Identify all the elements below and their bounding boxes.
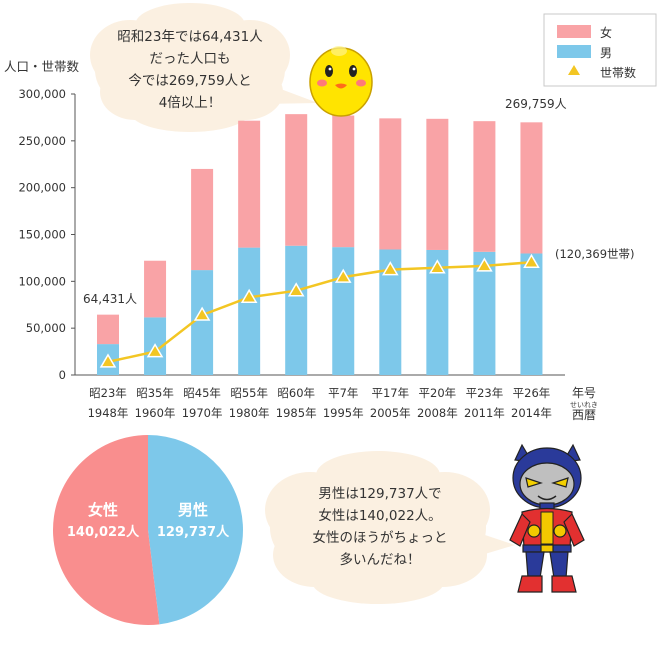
annotation-first-total: 64,431人: [83, 292, 137, 306]
bar-male: [332, 247, 355, 375]
x-tick-label-year: 1948年: [88, 406, 129, 420]
x-tick-label-era: 平17年: [371, 386, 409, 400]
annotation-last-total: 269,759人: [505, 97, 567, 111]
pie-label-male-value: 129,737人: [157, 524, 230, 540]
y-tick-label: 100,000: [18, 274, 66, 288]
bar-female: [285, 114, 308, 246]
bubble-bottom-line: 多いんだね！: [339, 552, 421, 568]
y-tick-label: 50,000: [26, 321, 66, 335]
y-axis-title: 人口・世帯数: [4, 59, 80, 74]
speech-bubble-top: [90, 3, 318, 132]
households-line: [107, 261, 532, 364]
bar-female: [473, 121, 496, 252]
bar-female: [97, 314, 119, 345]
x-tick-label-era: 昭45年: [183, 386, 221, 400]
x-tick-label-year: 2005年: [370, 406, 411, 420]
bubble-bottom-line: 女性のほうがちょっと: [312, 530, 448, 546]
bar-male: [379, 249, 402, 375]
x-tick-label-year: 2008年: [417, 406, 458, 420]
households-point: [240, 288, 258, 304]
bars-group: [97, 114, 543, 375]
speech-bubble-bottom-text: 男性は129,737人で 女性は140,022人。 女性のほうがちょっと 多いん…: [290, 483, 470, 571]
y-tick-labels: 0 50,000 100,000 150,000 200,000 250,000 300,0…: [18, 87, 75, 382]
households-point: [99, 353, 117, 368]
yellow-mascot-image: [309, 46, 373, 117]
x-tick-label-year: 1995年: [323, 406, 364, 420]
y-tick-label: 300,000: [18, 87, 66, 101]
x-tick-label-year: 1980年: [229, 406, 270, 420]
x-tick-label-era: 昭55年: [230, 386, 268, 400]
bubble-top-line: だった人口も: [149, 51, 231, 67]
bar-female: [144, 260, 167, 318]
bubble-top-line: 4倍以上！: [158, 95, 222, 111]
pie-label-female-value: 140,022人: [67, 524, 140, 540]
x-tick-label-year: 1970年: [182, 406, 223, 420]
pie-chart: [52, 435, 243, 625]
y-tick-label: 200,000: [18, 181, 66, 195]
households-point: [429, 259, 446, 274]
bar-female: [379, 118, 402, 250]
pie-slice: [52, 435, 160, 625]
x-axis-title-year: 西暦: [572, 408, 596, 422]
bar-male: [520, 253, 543, 375]
x-tick-label-year: 2011年: [464, 406, 505, 420]
bar-male: [426, 249, 449, 375]
bar-male: [473, 251, 496, 375]
bar-male: [191, 270, 214, 375]
households-point: [146, 343, 164, 358]
hero-mascot-image: [509, 443, 585, 593]
x-tick-label-era: 平23年: [466, 386, 504, 400]
households-point: [287, 282, 305, 297]
x-tick-label-year: 2014年: [511, 406, 552, 420]
pie-label-male-name: 男性: [178, 501, 208, 519]
bubble-bottom-line: 女性は140,022人。: [318, 508, 442, 524]
x-tick-label-era: 平7年: [328, 386, 358, 400]
x-tick-label-era: 昭23年: [89, 386, 127, 400]
households-line-group: [99, 253, 540, 368]
bubble-top-line: 今では269,759人と: [128, 73, 252, 89]
legend-label-female: 女: [600, 25, 612, 40]
legend-label-male: 男: [600, 46, 612, 60]
x-tick-label-era: 昭35年: [136, 386, 174, 400]
households-point: [381, 261, 399, 276]
bar-male: [285, 245, 308, 375]
households-point: [334, 268, 352, 283]
speech-bubble-top-text: 昭和23年では64,431人 だった人口も 今では269,759人と 4倍以上！: [105, 26, 275, 114]
x-tick-label-year: 1960年: [135, 406, 176, 420]
bar-male: [238, 247, 261, 375]
households-point: [193, 306, 211, 321]
bar-female: [191, 168, 214, 271]
speech-bubble-bottom: [265, 451, 515, 604]
households-point: [476, 257, 493, 272]
bar-female: [332, 115, 355, 248]
bar-female: [238, 120, 261, 248]
bubble-bottom-line: 男性は129,737人で: [318, 486, 442, 502]
pie-label-female-name: 女性: [88, 501, 118, 519]
bubble-top-line: 昭和23年では64,431人: [117, 29, 263, 45]
x-axis-title-year-ruby: せいれき: [570, 401, 598, 409]
x-tick-label-year: 1985年: [276, 406, 317, 420]
annotation-last-households: (120,369世帯): [555, 247, 635, 261]
legend-label-households: 世帯数: [600, 65, 636, 80]
legend: 女 男 世帯数: [543, 13, 657, 87]
pie-slice: [148, 435, 243, 625]
households-point: [523, 253, 540, 269]
x-tick-label-era: 昭60年: [277, 386, 315, 400]
legend-marker-households: [568, 65, 580, 75]
legend-swatch-female: [557, 25, 591, 38]
legend-swatch-male: [557, 45, 591, 58]
bar-female: [520, 122, 543, 254]
x-tick-label-era: 平26年: [513, 386, 551, 400]
y-tick-label: 0: [59, 368, 66, 382]
x-axis-title-era: 年号: [572, 386, 596, 400]
y-tick-label: 250,000: [18, 134, 66, 148]
y-tick-label: 150,000: [18, 228, 66, 242]
x-tick-label-era: 平20年: [419, 386, 457, 400]
bar-female: [426, 118, 449, 250]
